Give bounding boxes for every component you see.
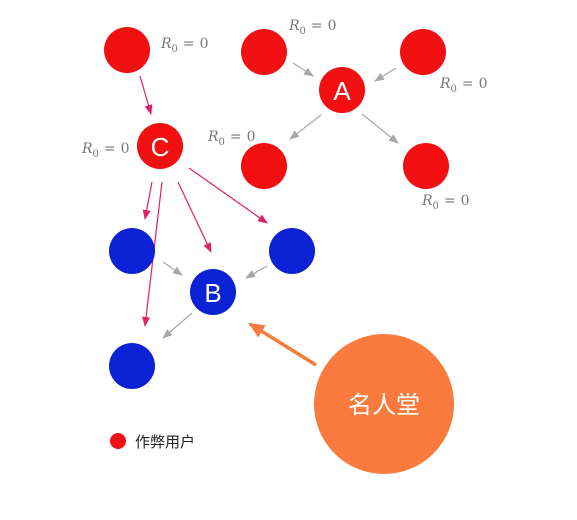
cheater-node-tl-of-a	[241, 29, 287, 75]
cheater-node-tr-of-a	[400, 29, 446, 75]
svg-text:R0=0: R0 = 0	[439, 76, 488, 95]
r0-label-top-center: R0 = 0	[288, 18, 337, 37]
node-a-label: A	[333, 76, 351, 106]
edge-blue-left-to-b	[163, 262, 182, 275]
normal-node-right	[269, 228, 315, 274]
edge-red-tr-to-a	[375, 68, 396, 81]
edge-red-tl-to-a	[293, 63, 313, 76]
edge-blue-right-to-b	[246, 266, 267, 278]
cheater-node-top-left	[104, 27, 150, 73]
edge-a-to-red-br	[362, 114, 398, 143]
cheater-node-br-of-a	[403, 143, 449, 189]
r0-label-left-of-c: R0 = 0	[81, 141, 130, 160]
legend-cheater-label: 作弊用户	[135, 433, 195, 451]
normal-node-bottom	[109, 343, 155, 389]
cheater-node-bl-of-a	[241, 143, 287, 189]
edge-hall-to-b	[250, 324, 316, 365]
svg-text:R0=0: R0 = 0	[288, 18, 337, 37]
normal-nodes	[109, 228, 315, 389]
legend-cheater-dot	[110, 433, 126, 449]
svg-text:R0=0: R0 = 0	[207, 129, 256, 148]
legend: 作弊用户	[110, 433, 195, 451]
edge-top-left-to-c	[140, 76, 151, 114]
r0-label-center: R0 = 0	[207, 129, 256, 148]
svg-text:R0=0: R0 = 0	[160, 36, 209, 55]
r0-label-right-of-a: R0 = 0	[439, 76, 488, 95]
r0-label-bottom-right: R0 = 0	[421, 193, 470, 212]
edge-a-to-red-bl	[290, 115, 321, 139]
svg-text:R0=0: R0 = 0	[421, 193, 470, 212]
r0-label-top-left: R0 = 0	[160, 36, 209, 55]
node-b-label: B	[204, 278, 221, 308]
edge-c-to-b	[178, 182, 211, 252]
node-c-label: C	[151, 132, 170, 162]
edge-b-to-blue-bottom	[163, 313, 192, 338]
cheater-nodes	[104, 27, 449, 189]
normal-node-left	[109, 228, 155, 274]
edge-c-to-blue-left	[145, 182, 152, 219]
svg-text:R0=0: R0 = 0	[81, 141, 130, 160]
hall-of-fame-label: 名人堂	[348, 391, 420, 419]
